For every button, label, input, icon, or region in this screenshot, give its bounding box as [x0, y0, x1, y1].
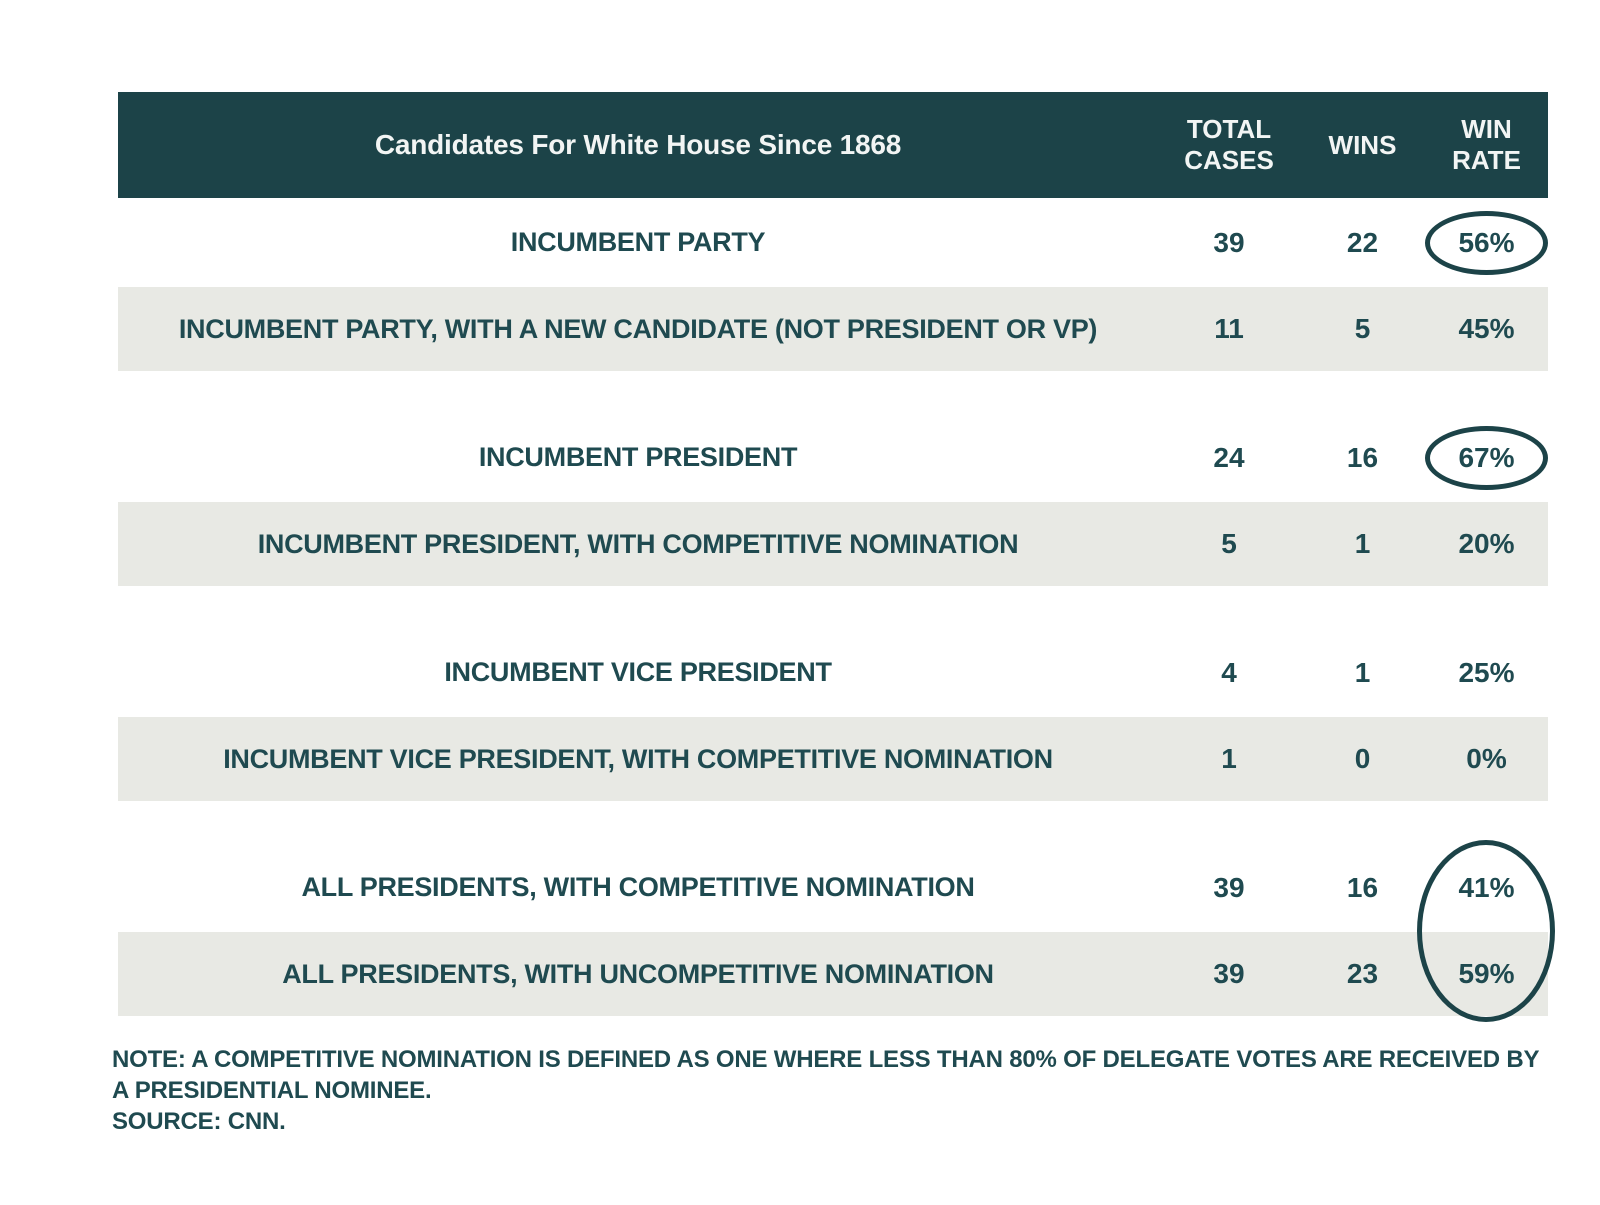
total-cases-value: 39	[1213, 226, 1245, 258]
total-cases-value: 39	[1213, 871, 1245, 903]
row-label: ALL PRESIDENTS, WITH UNCOMPETITIVE NOMIN…	[282, 958, 994, 989]
column-header-win-rate: WIN RATE	[1452, 114, 1521, 175]
footnote: NOTE: A COMPETITIVE NOMINATION IS DEFINE…	[112, 1044, 1548, 1137]
section-incumbent-party: INCUMBENT PARTY 39 22 56% INCUMBENT PART…	[118, 198, 1548, 371]
win-rate-table: Candidates For White House Since 1868 TO…	[118, 92, 1555, 1022]
section-all-presidents: ALL PRESIDENTS, WITH COMPETITIVE NOMINAT…	[118, 843, 1548, 1016]
wins-value: 5	[1354, 313, 1371, 344]
table-row: ALL PRESIDENTS, WITH UNCOMPETITIVE NOMIN…	[118, 932, 1548, 1016]
row-label: INCUMBENT PARTY, WITH A NEW CANDIDATE (N…	[178, 313, 1098, 344]
total-cases-value: 4	[1221, 656, 1237, 688]
win-rate-value: 25%	[1458, 656, 1515, 688]
column-header-wins: WINS	[1328, 129, 1397, 160]
wins-value: 16	[1346, 441, 1379, 473]
row-label: INCUMBENT VICE PRESIDENT	[444, 657, 832, 687]
row-label: ALL PRESIDENTS, WITH COMPETITIVE NOMINAT…	[301, 872, 975, 902]
column-header-total-cases: TOTAL CASES	[1184, 114, 1274, 175]
win-rate-circled-value: 56%	[1425, 210, 1548, 275]
table-row: INCUMBENT PARTY 39 22 56%	[118, 198, 1548, 287]
wins-value: 23	[1346, 958, 1379, 989]
wins-value: 22	[1346, 226, 1379, 258]
win-rate-value: 41%	[1458, 871, 1515, 903]
total-cases-value: 5	[1221, 528, 1237, 559]
total-cases-value: 1	[1221, 743, 1237, 774]
total-cases-value: 24	[1213, 441, 1245, 473]
wins-value: 1	[1354, 528, 1371, 559]
section-incumbent-vice-president: INCUMBENT VICE PRESIDENT 4 1 25% INCUMBE…	[118, 628, 1548, 801]
row-label: INCUMBENT PRESIDENT, WITH COMPETITIVE NO…	[257, 528, 1019, 559]
note-text: NOTE: A COMPETITIVE NOMINATION IS DEFINE…	[112, 1046, 1539, 1104]
table-row: INCUMBENT VICE PRESIDENT, WITH COMPETITI…	[118, 717, 1548, 801]
row-label: INCUMBENT VICE PRESIDENT, WITH COMPETITI…	[223, 743, 1053, 774]
win-rate-value: 20%	[1458, 528, 1515, 559]
row-label: INCUMBENT PRESIDENT	[478, 442, 798, 472]
win-rate-value: 0%	[1466, 743, 1507, 774]
table-header: Candidates For White House Since 1868 TO…	[118, 92, 1548, 198]
total-cases-value: 39	[1213, 958, 1245, 989]
wins-value: 0	[1354, 743, 1371, 774]
win-rate-value: 45%	[1458, 313, 1515, 344]
table-title: Candidates For White House Since 1868	[374, 129, 902, 160]
total-cases-value: 11	[1214, 313, 1244, 344]
table-row: INCUMBENT VICE PRESIDENT 4 1 25%	[118, 628, 1548, 717]
table-row: INCUMBENT PRESIDENT, WITH COMPETITIVE NO…	[118, 502, 1548, 586]
row-label: INCUMBENT PARTY	[510, 227, 766, 257]
wins-value: 16	[1346, 871, 1379, 903]
source-text: SOURCE: CNN.	[112, 1108, 286, 1135]
table-row: INCUMBENT PARTY, WITH A NEW CANDIDATE (N…	[118, 287, 1548, 371]
table-row: ALL PRESIDENTS, WITH COMPETITIVE NOMINAT…	[118, 843, 1548, 932]
wins-value: 1	[1354, 656, 1371, 688]
table-row: INCUMBENT PRESIDENT 24 16 67%	[118, 413, 1548, 502]
section-incumbent-president: INCUMBENT PRESIDENT 24 16 67% INCUMBENT …	[118, 413, 1548, 586]
win-rate-value: 59%	[1458, 958, 1515, 989]
win-rate-circled-value: 67%	[1425, 425, 1548, 490]
